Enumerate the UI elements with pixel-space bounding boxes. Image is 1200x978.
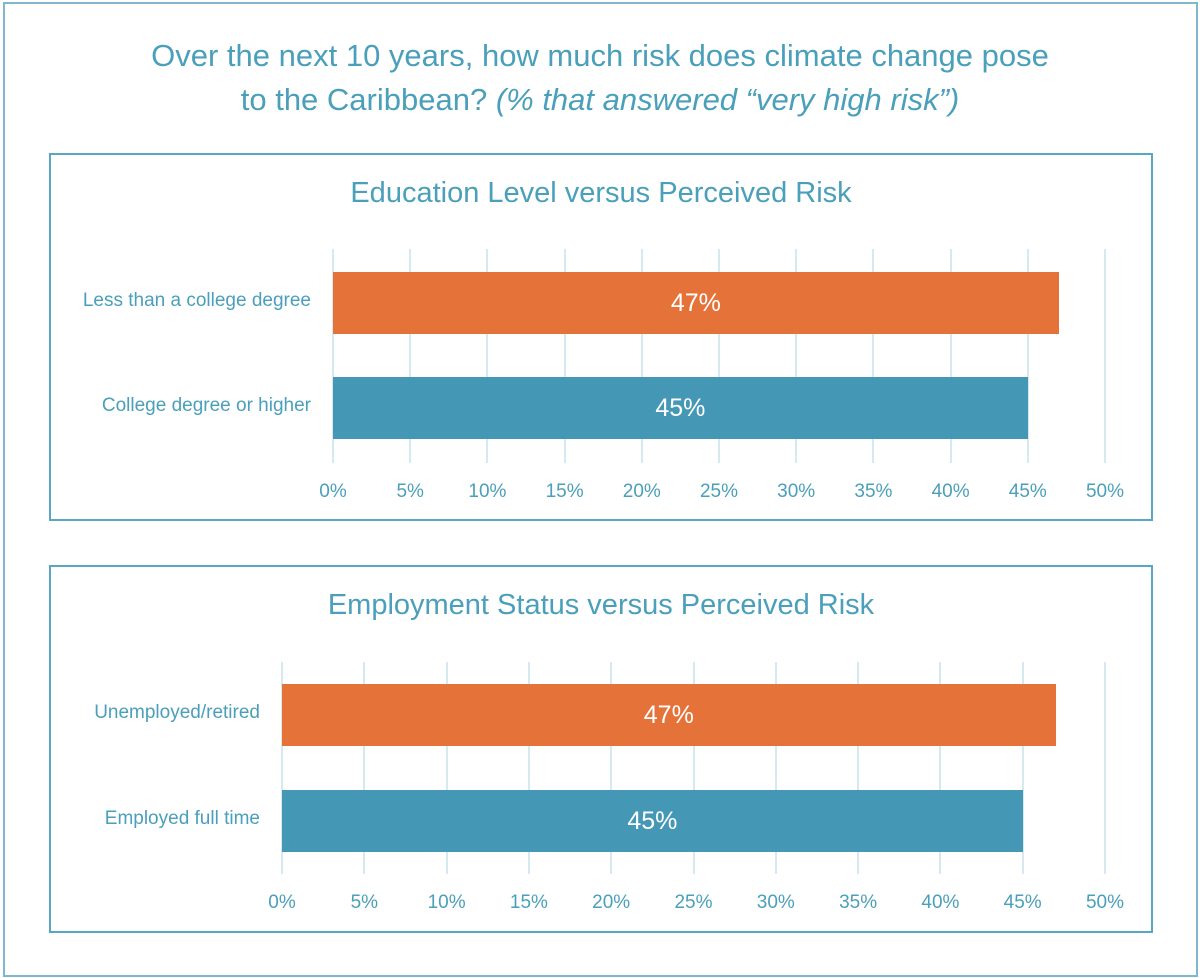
main-title-line2-italic: (% that answered “very high risk”) — [495, 82, 960, 117]
gridline — [718, 249, 720, 463]
gridline — [939, 662, 942, 874]
gridline — [486, 249, 489, 463]
main-title: Over the next 10 years, how much risk do… — [0, 34, 1200, 122]
main-title-line2-plain: to the Caribbean? — [240, 82, 496, 117]
outer-frame — [3, 2, 1198, 977]
gridline — [409, 249, 412, 463]
bar-orange: 47% — [282, 684, 1056, 746]
category-label: College degree or higher — [101, 395, 311, 416]
employment-chart-panel: Employment Status versus Perceived Risk … — [49, 565, 1153, 933]
bar-value-label: 45% — [655, 393, 706, 422]
education-chart-panel: Education Level versus Perceived Risk 0%… — [49, 153, 1153, 521]
gridline — [774, 662, 777, 874]
category-label: Unemployed/retired — [94, 702, 260, 723]
gridline — [1026, 249, 1029, 463]
x-axis-tick-label: 10% — [427, 892, 466, 913]
gridline — [563, 249, 566, 463]
x-axis-tick-label: 40% — [931, 481, 970, 502]
x-axis-tick-label: 30% — [756, 892, 795, 913]
bar-orange: 47% — [333, 272, 1059, 334]
gridline — [1104, 662, 1106, 874]
x-axis-tick-label: 40% — [921, 892, 960, 913]
gridline — [692, 662, 695, 874]
bar-value-label: 47% — [643, 700, 694, 729]
gridline — [1021, 662, 1024, 874]
gridline — [281, 662, 283, 874]
gridline — [872, 249, 875, 463]
bar-value-label: 47% — [670, 288, 721, 317]
main-title-line1: Over the next 10 years, how much risk do… — [151, 38, 1049, 73]
panel-title: Employment Status versus Perceived Risk — [327, 589, 875, 621]
x-axis-tick-label: 45% — [1003, 892, 1042, 913]
gridline — [610, 662, 613, 874]
gridline — [363, 662, 366, 874]
gridline — [332, 249, 334, 463]
main-title-line2: to the Caribbean? (% that answered “very… — [0, 78, 1200, 122]
category-label: Employed full time — [104, 808, 260, 829]
x-axis-tick-label: 5% — [350, 892, 379, 913]
x-axis-tick-label: 30% — [777, 481, 816, 502]
category-label: Less than a college degree — [82, 290, 311, 311]
panel-title: Education Level versus Perceived Risk — [350, 177, 852, 209]
bar-value-label: 45% — [627, 806, 678, 835]
x-axis-tick-label: 25% — [699, 481, 739, 502]
x-axis-tick-label: 35% — [854, 481, 893, 502]
gridline — [1104, 249, 1106, 463]
gridline — [527, 662, 530, 874]
gridline — [445, 662, 448, 874]
x-axis-tick-label: 5% — [396, 481, 424, 502]
x-axis-tick-label: 25% — [674, 892, 713, 913]
gridline — [795, 249, 798, 463]
gridline — [949, 249, 952, 463]
bar-blue: 45% — [333, 377, 1028, 439]
x-axis-tick-label: 15% — [509, 892, 548, 913]
x-axis-tick-label: 50% — [1085, 481, 1125, 502]
bar-blue: 45% — [282, 790, 1023, 852]
x-axis-tick-label: 10% — [468, 481, 507, 502]
x-axis-tick-label: 0% — [268, 892, 296, 913]
x-axis-tick-label: 45% — [1008, 481, 1047, 502]
x-axis-tick-label: 15% — [545, 481, 584, 502]
gridline — [640, 249, 643, 463]
x-axis-tick-label: 35% — [839, 892, 878, 913]
x-axis-tick-label: 0% — [319, 481, 347, 502]
x-axis-tick-label: 20% — [622, 481, 661, 502]
gridline — [857, 662, 860, 874]
x-axis-tick-label: 20% — [592, 892, 631, 913]
x-axis-tick-label: 50% — [1085, 892, 1125, 913]
